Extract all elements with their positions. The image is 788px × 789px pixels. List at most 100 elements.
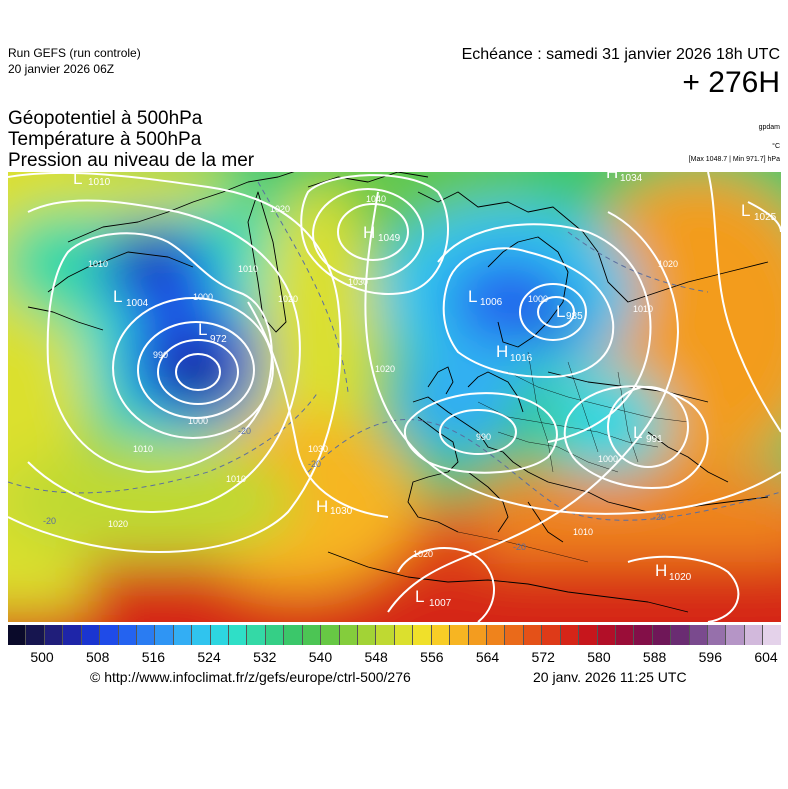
colorbar-tick-label: 588 [642, 649, 667, 665]
colorbar-swatch [559, 625, 579, 645]
field-title-temperature: Température à 500hPa [8, 129, 202, 150]
svg-text:L: L [73, 172, 82, 188]
isobar-label: 1030 [308, 444, 328, 454]
pressure-center: H 1034 [606, 172, 643, 184]
isobars [8, 172, 781, 622]
colorbar-swatch [62, 625, 81, 645]
isobar-label: 1010 [88, 259, 108, 269]
svg-text:1010: 1010 [88, 177, 111, 188]
colorbar-tick-labels: 500 508 516 524 532 540 548 556 564 572 580 588 596 6… [8, 649, 781, 667]
colorbar-swatch [99, 625, 118, 645]
isobar-label: 1020 [270, 204, 290, 214]
svg-text:972: 972 [210, 334, 227, 345]
colorbar-tick-label: 516 [141, 649, 166, 665]
unit-temperature: °C [772, 143, 780, 150]
run-name: Run GEFS (run controle) [8, 46, 141, 60]
colorbar-swatch [80, 625, 100, 645]
colorbar-swatch [135, 625, 155, 645]
svg-text:1016: 1016 [510, 353, 533, 364]
colorbar-tick-label: 572 [531, 649, 555, 665]
colorbar-swatch [357, 625, 376, 645]
isobar-label: 1020 [658, 259, 678, 269]
colorbar-swatch [191, 625, 210, 645]
colorbar-swatch [614, 625, 634, 645]
pressure-center: H 1020 [655, 561, 692, 583]
svg-text:L: L [633, 423, 642, 442]
isotherm-label: -20 [308, 459, 321, 469]
isobar-label: 1010 [573, 527, 593, 537]
colorbar-tick-label: 532 [253, 649, 277, 665]
colorbar-swatch [43, 625, 63, 645]
isobar-label: 1010 [238, 264, 258, 274]
svg-text:H: H [496, 342, 508, 361]
field-title-pressure: Pression au niveau de la mer [8, 150, 255, 171]
isobar-label: 990 [476, 432, 491, 442]
isobar-label: 1010 [133, 444, 153, 454]
svg-text:1030: 1030 [330, 506, 353, 517]
pressure-center: L 1007 [415, 587, 452, 609]
svg-text:985: 985 [566, 311, 583, 322]
colorbar-swatch [209, 625, 229, 645]
colorbar-swatch [8, 625, 26, 645]
colorbar-swatch [228, 625, 247, 645]
colorbar-swatch [522, 625, 542, 645]
isobar-label: 1000 [598, 454, 618, 464]
pressure-center: L 1006 [468, 287, 503, 308]
colorbar-swatch [633, 625, 652, 645]
svg-text:H: H [606, 172, 618, 182]
colorbar-swatch [596, 625, 615, 645]
lead-time: + 276H [682, 66, 780, 99]
colorbar-swatch [172, 625, 192, 645]
pressure-extremes: [Max 1048.7 | Min 971.7] hPa [688, 156, 780, 163]
generation-timestamp: 20 janv. 2026 11:25 UTC [533, 669, 687, 685]
colorbar-swatch [504, 625, 523, 645]
pressure-center: L 991 [633, 423, 663, 445]
colorbar-tick-label: 500 [30, 649, 54, 665]
svg-text:H: H [363, 223, 375, 242]
colorbar-swatch [25, 625, 44, 645]
isotherm-labels: -20 -20 -20 -20 -20 [43, 426, 666, 552]
colorbar-swatch [651, 625, 671, 645]
colorbar-swatch [320, 625, 339, 645]
pressure-center: L 1025 [741, 201, 777, 223]
svg-text:1034: 1034 [620, 173, 643, 184]
colorbar-swatch [117, 625, 136, 645]
colorbar-swatch [301, 625, 321, 645]
colorbar-swatch [338, 625, 358, 645]
isotherm-label: -20 [513, 542, 526, 552]
geopotential-shading [8, 172, 781, 622]
run-date: 20 janvier 2026 06Z [8, 62, 115, 76]
isobar-labels: 1040 1030 1020 1010 1000 990 1010 1020 1… [88, 194, 678, 559]
valid-time: Echéance : samedi 31 janvier 2026 18h UT… [461, 46, 780, 63]
colorbar-tick-label: 564 [475, 649, 500, 665]
svg-text:1007: 1007 [429, 598, 452, 609]
source-credit: © http://www.infoclimat.fr/z/gefs/europe… [90, 669, 411, 685]
svg-text:1006: 1006 [480, 297, 503, 308]
colorbar-tick-label: 596 [698, 649, 722, 665]
colorbar-swatch [467, 625, 486, 645]
colorbar-swatch [393, 625, 413, 645]
colorbar-swatch [283, 625, 302, 645]
colorbar-swatch [430, 625, 450, 645]
svg-text:H: H [655, 561, 667, 580]
field-title-geopotential: Géopotentiel à 500hPa [8, 108, 203, 129]
colorbar-swatch [670, 625, 689, 645]
colorbar-swatch [541, 625, 560, 645]
svg-text:1020: 1020 [669, 572, 692, 583]
svg-text:1004: 1004 [126, 298, 149, 309]
colorbar-swatch [725, 625, 744, 645]
pressure-center: L 1004 [113, 287, 149, 309]
svg-text:L: L [198, 320, 207, 339]
isobar-label: 1020 [375, 364, 395, 374]
isobar-label: 990 [153, 350, 168, 360]
pressure-center: H 1049 [363, 223, 401, 244]
svg-text:H: H [316, 497, 328, 516]
colorbar-swatch [707, 625, 726, 645]
colorbar-tick-label: 580 [587, 649, 611, 665]
geopotential-colorbar [8, 625, 781, 645]
colorbar-tick-label: 548 [364, 649, 388, 665]
svg-text:L: L [113, 287, 122, 306]
isobar-label: 1020 [108, 519, 128, 529]
colorbar-swatch [743, 625, 763, 645]
colorbar-swatch [688, 625, 708, 645]
